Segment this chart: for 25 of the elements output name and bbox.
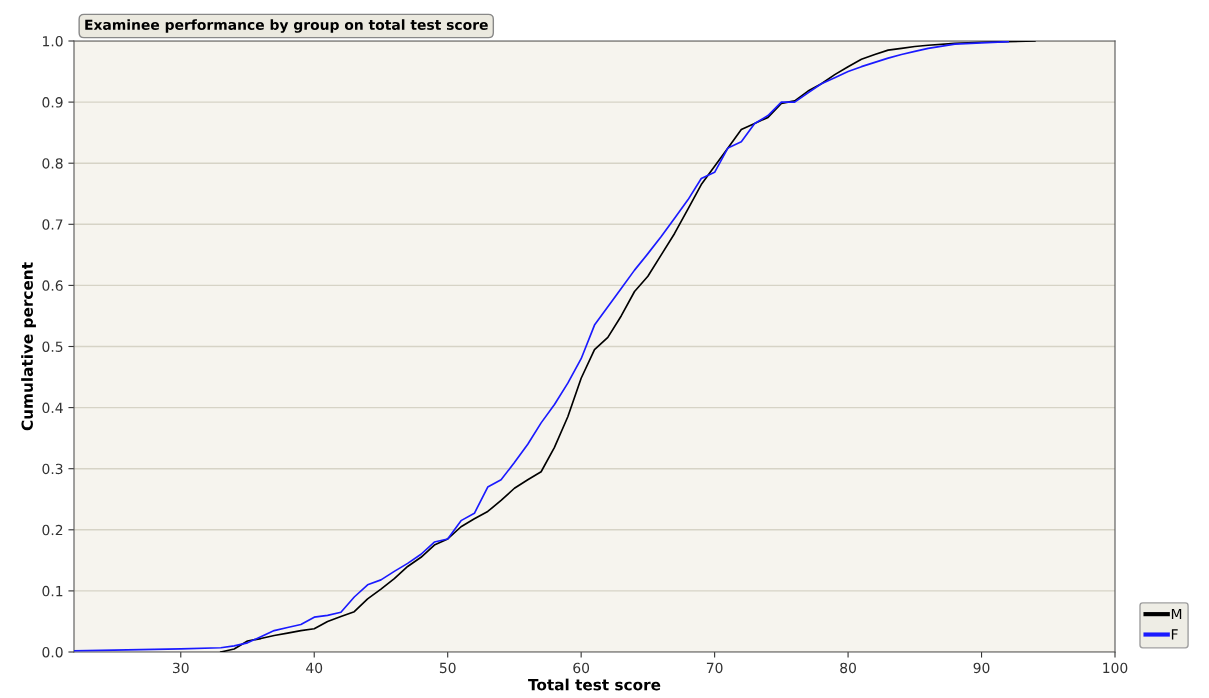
x-tick-label: 100: [1103, 662, 1128, 674]
x-tick-label: 80: [840, 662, 856, 674]
x-tick-label: 90: [973, 662, 990, 674]
x-tick-label: 30: [172, 662, 189, 674]
y-tick-label: 0.1: [42, 585, 63, 597]
y-tick-label: 0.0: [42, 646, 63, 658]
y-tick-label: 0.3: [42, 463, 63, 475]
y-tick-label: 0.4: [42, 402, 63, 414]
y-tick-label: 0.6: [42, 280, 63, 291]
y-tick-label: 0.5: [42, 341, 63, 352]
x-tick-label: 70: [706, 662, 723, 674]
legend-label: F: [1171, 629, 1178, 640]
x-axis-title: Total test score: [528, 678, 661, 691]
y-tick-label: 0.9: [42, 97, 63, 108]
x-tick-label: 40: [306, 662, 323, 674]
y-tick-label: 0.2: [42, 524, 63, 536]
line-series: [219, 41, 1036, 652]
y-tick-label: 0.7: [42, 219, 63, 230]
y-tick-label: 0.8: [42, 158, 63, 169]
x-tick-label: 50: [439, 662, 456, 674]
y-tick-label: 1.0: [43, 35, 63, 47]
chart-title: Examinee performance by group on total test score: [85, 19, 488, 33]
x-tick-label: 60: [573, 662, 590, 674]
y-axis-title: Cumulative percent: [21, 262, 36, 431]
legend-label: M: [1171, 608, 1182, 619]
